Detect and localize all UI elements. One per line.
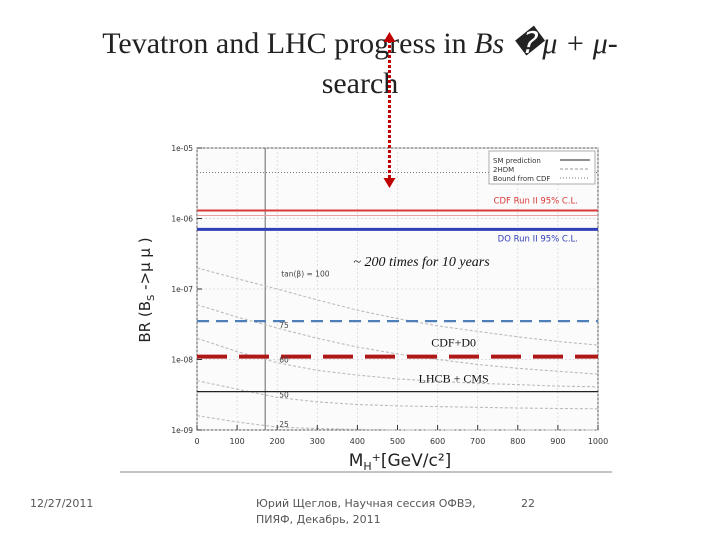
footer-author-line2: ПИЯФ, Декабрь, 2011 [256,513,381,526]
x-tick-label: 100 [229,437,244,446]
y-tick-label: 1e-08 [171,356,193,365]
tanbeta-curve [196,380,599,410]
chart-labels: CDF Run II 95% C.L. DO Run II 95% C.L. tan… [136,150,596,473]
annotation-lhc: LHCB + CMS [419,371,489,385]
arrow-head-down [383,178,396,188]
x-tick-label: 0 [194,437,199,446]
annotation-cdf-d0: CDF+D0 [431,336,476,350]
x-tick-label: 900 [550,437,565,446]
x-axis-label: MH+[GeV/c²] [349,451,452,473]
curve-label: 25 [279,420,289,429]
title-line2: search [321,67,399,100]
curve-label: 50 [279,390,289,399]
footer-date: 12/27/2011 [30,497,94,510]
tanbeta-curve [196,304,599,375]
curve-label: tan(β) = 100 [281,270,330,279]
x-tick-label: 500 [390,437,405,446]
reference-lines [197,171,598,393]
y-tick-label: 1e-07 [171,285,193,294]
x-tick-label: 300 [310,437,325,446]
annotation-improvement: ~ 200 times for 10 years [353,255,490,270]
curve-label: 60 [279,356,289,365]
legend-entry: 2HDM [493,166,514,174]
y-tick-label: 1e-09 [171,426,193,435]
y-tick-label: 1e-05 [171,144,193,153]
y-tick-label: 1e-06 [171,215,193,224]
x-tick-label: 1000 [588,437,608,446]
title-decay: Bs �μ + μ- [474,27,618,60]
arrow [383,32,396,188]
legend-entry: Bound from CDF [493,175,550,183]
d0-limit-label: DO Run II 95% C.L. [498,234,578,244]
title-prefix: Tevatron and LHC progress in [102,27,475,60]
footer-author: Юрий Щеглов, Научная сессия ОФВЭ, ПИЯФ, … [256,496,476,528]
x-tick-label: 600 [430,437,445,446]
curve-label: 75 [279,321,289,330]
x-tick-label: 800 [510,437,525,446]
x-tick-label: 400 [350,437,365,446]
x-tick-label: 700 [470,437,485,446]
legend-box [488,150,596,185]
tanbeta-curve [196,337,599,388]
footer-author-line1: Юрий Щеглов, Научная сессия ОФВЭ, [256,497,476,510]
legend-entry: SM prediction [493,157,541,165]
tanbeta-curve [196,267,599,346]
ticks: 0 100 200 300 400 500 600 700 800 900 1000 1e-05 1e-… [171,144,608,446]
cdf-limit-label: CDF Run II 95% C.L. [494,196,578,206]
arrow-head-up [383,32,396,42]
y-axis-label: BR (BS ->μ μ ) [136,237,157,342]
slide-title: Tevatron and LHC progress in Bs �μ + μ- … [40,24,680,104]
footer-page-number: 22 [521,497,535,510]
x-tick-label: 200 [270,437,285,446]
